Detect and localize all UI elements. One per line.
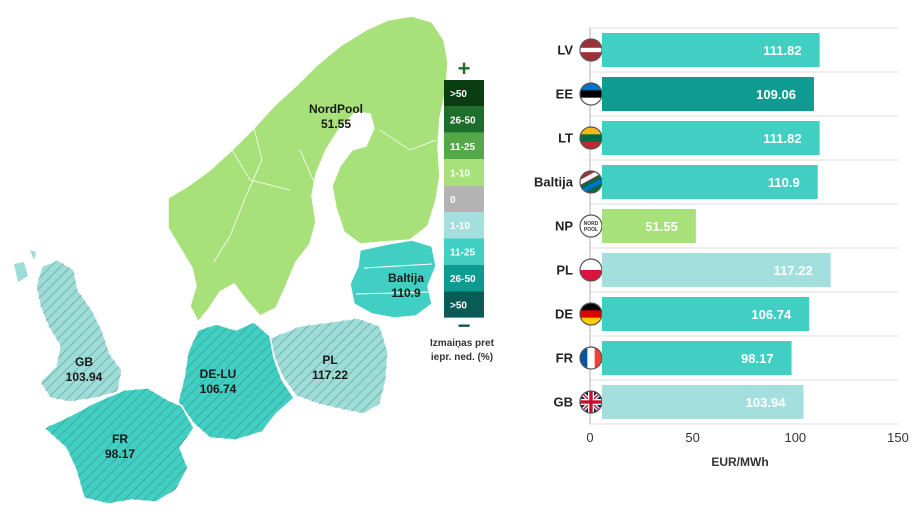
bar-row-lt: LT 111.82 xyxy=(558,121,820,155)
legend-bin-8 xyxy=(444,291,484,318)
bar-row-fr: FR 98.17 xyxy=(556,341,792,375)
category-label: NP xyxy=(555,219,573,234)
label-nordpool-value: 51.55 xyxy=(321,117,351,131)
bar-value-label: 51.55 xyxy=(645,219,678,234)
legend-bin-label: 26-50 xyxy=(450,116,476,127)
label-baltija-name: Baltija xyxy=(388,271,424,285)
legend-bin-label: 11-25 xyxy=(450,142,475,153)
baltic-flag-icon xyxy=(579,170,603,194)
bar-value-label: 109.06 xyxy=(756,87,796,102)
legend-bin-label: 1-10 xyxy=(450,221,470,232)
uk-flag-icon xyxy=(579,390,603,414)
bar-row-ee: EE 109.06 xyxy=(556,77,814,111)
legend-bin-5 xyxy=(444,212,484,239)
legend-bin-1 xyxy=(444,106,484,133)
bar-value-label: 110.9 xyxy=(768,175,800,190)
legend-bin-7 xyxy=(444,264,484,292)
bar xyxy=(602,33,820,67)
legend-bin-6 xyxy=(444,238,484,265)
x-axis: 0 50 100 150 xyxy=(586,430,908,445)
bar xyxy=(602,209,696,243)
bar xyxy=(602,253,831,287)
svg-text:NORD: NORD xyxy=(584,221,599,227)
bar-value-label: 111.82 xyxy=(763,43,801,58)
legend-bin-2 xyxy=(444,132,484,160)
region-nordpool xyxy=(167,15,449,324)
category-label: LV xyxy=(557,43,573,58)
bar xyxy=(602,297,810,331)
bar-value-label: 106.74 xyxy=(751,307,792,322)
bar xyxy=(602,341,792,375)
category-label: LT xyxy=(558,131,573,146)
legend-bin-label: >50 xyxy=(450,300,467,311)
bar-value-label: 111.82 xyxy=(763,131,801,146)
x-tick-label: 0 xyxy=(586,430,593,445)
bar-row-de: DE 106.74 xyxy=(555,297,810,331)
latvia-flag-icon xyxy=(579,38,603,62)
region-gb xyxy=(14,250,123,403)
label-nordpool-name: NordPool xyxy=(309,102,363,116)
region-de-lu xyxy=(177,321,295,441)
poland-flag-icon xyxy=(579,258,603,282)
bar-row-gb: GB 103.94 xyxy=(554,385,804,419)
legend-minus-icon: − xyxy=(458,313,471,338)
legend-bin-0 xyxy=(444,80,484,107)
bar xyxy=(602,77,814,111)
estonia-flag-icon xyxy=(579,82,603,106)
legend-bin-3 xyxy=(444,159,484,186)
legend-caption-line2: iepr. ned. (%) xyxy=(431,352,493,363)
label-de-lu-value: 106.74 xyxy=(200,382,237,396)
legend-plus-icon: + xyxy=(458,56,471,81)
france-flag-icon xyxy=(579,346,603,370)
label-fr-name: FR xyxy=(112,432,128,446)
bar xyxy=(602,165,818,199)
legend-caption-line1: Izmaiņas pret xyxy=(430,338,495,349)
bar-value-label: 103.94 xyxy=(746,395,787,410)
region-pl xyxy=(269,317,389,415)
category-label: DE xyxy=(555,307,573,322)
x-tick-label: 100 xyxy=(784,430,806,445)
label-pl-value: 117.22 xyxy=(312,368,348,382)
label-de-lu-name: DE-LU xyxy=(200,367,237,381)
label-pl-name: PL xyxy=(322,353,337,367)
category-label: EE xyxy=(556,87,574,102)
category-label: Baltija xyxy=(534,175,574,190)
bar-value-label: 98.17 xyxy=(741,351,774,366)
svg-text:POOL: POOL xyxy=(584,227,598,233)
category-label: PL xyxy=(556,263,573,278)
bar-row-pl: PL 117.22 xyxy=(556,253,831,287)
legend-bin-label: 26-50 xyxy=(450,274,476,285)
category-label: FR xyxy=(556,351,574,366)
legend-bin-label: 0 xyxy=(450,195,456,206)
category-label: GB xyxy=(554,395,574,410)
label-gb-value: 103.94 xyxy=(66,370,103,384)
bar-row-baltija: Baltija 110.9 xyxy=(534,165,818,199)
legend-bin-4 xyxy=(444,185,484,212)
label-baltija-value: 110.9 xyxy=(391,286,421,300)
lithuania-flag-icon xyxy=(579,126,603,150)
region-fr xyxy=(42,387,195,505)
x-tick-label: 50 xyxy=(685,430,699,445)
bar-value-label: 117.22 xyxy=(774,263,813,278)
region-baltija xyxy=(349,239,437,319)
legend-bin-label: 11-25 xyxy=(450,248,475,259)
label-fr-value: 98.17 xyxy=(105,447,135,461)
legend-bin-label: >50 xyxy=(450,89,467,100)
germany-flag-icon xyxy=(579,302,603,326)
bar xyxy=(602,121,820,155)
legend-bin-label: 1-10 xyxy=(450,168,470,179)
bar xyxy=(602,385,804,419)
bar-row-lv: LV 111.82 xyxy=(557,33,820,67)
label-gb-name: GB xyxy=(75,355,93,369)
x-tick-label: 150 xyxy=(887,430,909,445)
x-axis-label: EUR/MWh xyxy=(711,455,768,469)
